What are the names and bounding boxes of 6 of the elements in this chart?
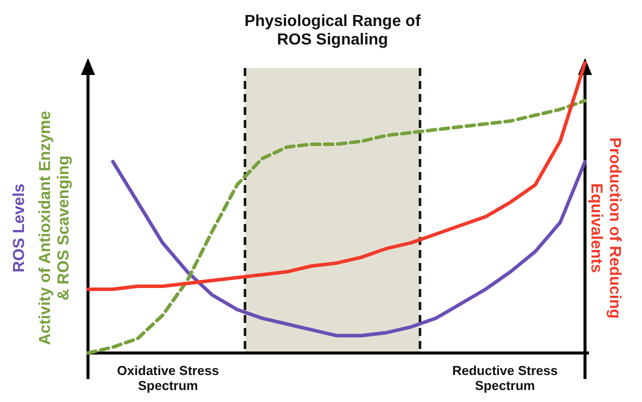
text: Activity of Antioxidant Enzyme & ROS Scavenging <box>37 110 72 346</box>
text: Reductive Stress Spectrum <box>452 363 558 393</box>
text: Production of Reducing Equivalents <box>588 137 623 319</box>
text: Oxidative Stress Spectrum <box>117 363 219 393</box>
chart-title: Physiological Range of ROS Signaling <box>244 13 422 48</box>
text: ROS Levels <box>11 183 28 272</box>
